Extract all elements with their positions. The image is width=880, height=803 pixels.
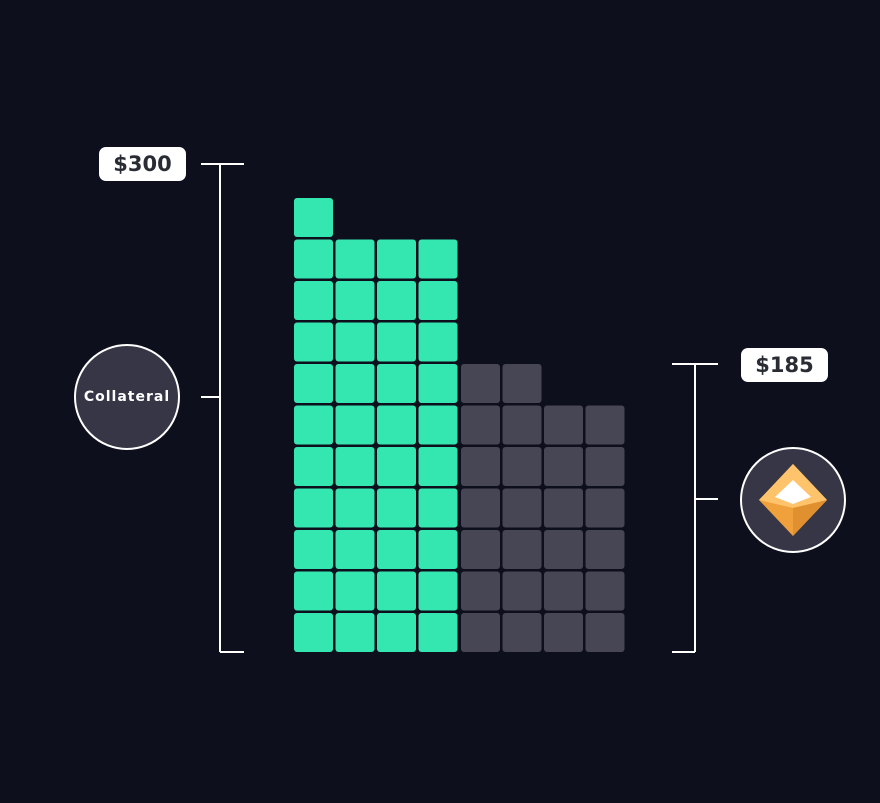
collateral-block — [377, 447, 416, 486]
loan-block — [461, 571, 500, 611]
loan-block — [585, 613, 625, 652]
collateral-block — [418, 447, 458, 486]
loan-block — [585, 405, 625, 445]
collateral-block — [335, 447, 375, 486]
collateral-block — [418, 613, 458, 652]
loan-block — [461, 447, 500, 486]
collateral-block — [294, 281, 333, 320]
loan-block — [461, 405, 500, 445]
collateral-block — [418, 281, 458, 320]
collateral-block — [294, 364, 333, 403]
collateral-block — [418, 405, 458, 445]
loan-block — [585, 447, 625, 486]
collateral-block — [335, 322, 375, 362]
collateral-block — [294, 488, 333, 528]
loan-block — [544, 571, 583, 611]
collateral-block — [377, 488, 416, 528]
loan-block — [585, 530, 625, 569]
collateral-block — [294, 239, 333, 279]
loan-block — [461, 364, 500, 403]
loan-block — [461, 530, 500, 569]
loan-block — [502, 530, 542, 569]
collateral-block — [335, 613, 375, 652]
collateral-block — [377, 239, 416, 279]
collateral-badge: Collateral — [74, 344, 180, 450]
loan-block — [544, 405, 583, 445]
loan-block — [544, 447, 583, 486]
collateral-block — [294, 571, 333, 611]
collateral-block — [294, 322, 333, 362]
collateral-block — [377, 322, 416, 362]
loan-block — [502, 447, 542, 486]
collateral-block — [377, 364, 416, 403]
loan-block — [502, 364, 542, 403]
collateral-block — [335, 571, 375, 611]
collateral-blocks — [294, 198, 458, 652]
collateral-block — [418, 364, 458, 403]
collateral-block — [335, 405, 375, 445]
collateral-block — [294, 405, 333, 445]
loan-block — [461, 613, 500, 652]
collateral-block — [377, 405, 416, 445]
collateral-block — [294, 198, 333, 237]
collateral-bracket — [201, 163, 244, 653]
collateral-block — [377, 613, 416, 652]
collateral-block — [418, 571, 458, 611]
loan-block — [502, 571, 542, 611]
collateral-block — [377, 281, 416, 320]
loan-block — [544, 613, 583, 652]
collateral-block — [418, 322, 458, 362]
collateral-block — [418, 239, 458, 279]
collateral-block — [335, 239, 375, 279]
token-diamond-icon — [759, 464, 827, 536]
loan-block — [502, 405, 542, 445]
collateral-block — [377, 571, 416, 611]
collateral-block — [335, 281, 375, 320]
collateral-value-label: $300 — [99, 147, 186, 181]
token-badge — [740, 447, 846, 553]
loan-block — [544, 488, 583, 528]
loan-block — [585, 571, 625, 611]
collateral-block — [335, 530, 375, 569]
loan-block — [544, 530, 583, 569]
collateral-block — [294, 613, 333, 652]
collateral-block — [335, 364, 375, 403]
collateral-block — [294, 447, 333, 486]
collateral-block — [294, 530, 333, 569]
loan-bracket — [672, 363, 718, 653]
loan-block — [585, 488, 625, 528]
loan-value-label: $185 — [741, 348, 828, 382]
loan-block — [502, 488, 542, 528]
collateral-block — [335, 488, 375, 528]
collateral-badge-label: Collateral — [83, 389, 171, 405]
loan-block — [461, 488, 500, 528]
loan-blocks — [461, 364, 625, 652]
loan-block — [502, 613, 542, 652]
collateral-block — [377, 530, 416, 569]
collateral-block — [418, 488, 458, 528]
collateral-block — [418, 530, 458, 569]
